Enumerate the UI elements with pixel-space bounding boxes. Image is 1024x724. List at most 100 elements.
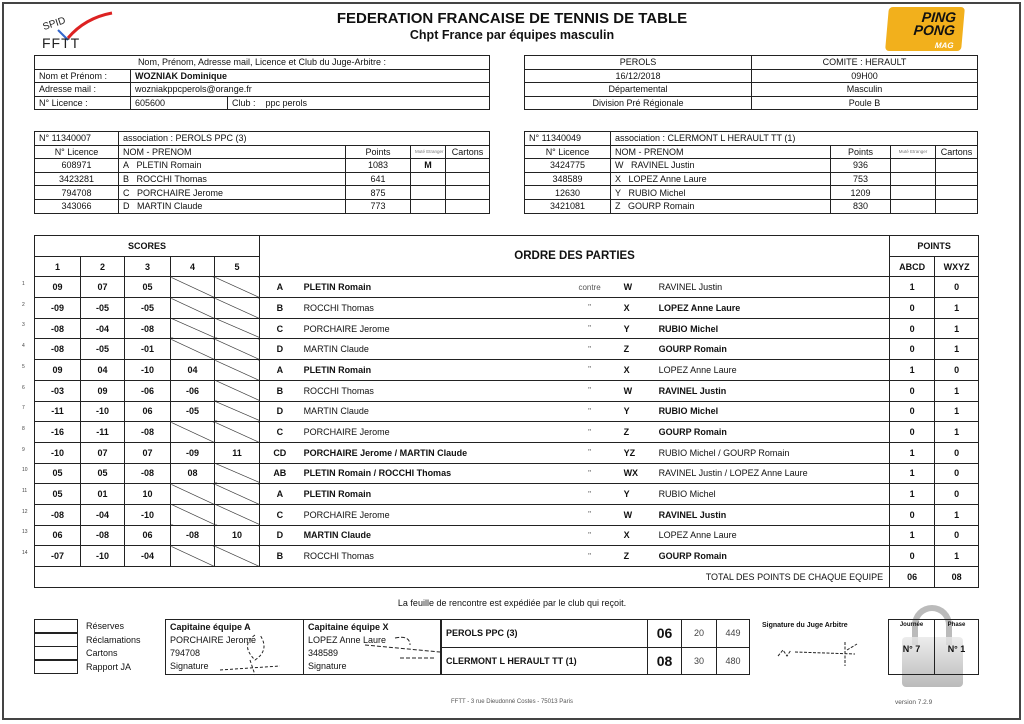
captain-x: Capitaine équipe X LOPEZ Anne Laure 348589… [303, 619, 441, 675]
player-letter: Z [615, 201, 621, 212]
game-number: 13 [22, 529, 28, 536]
set-score: 05 [80, 462, 125, 485]
result-team: PEROLS PPC (3) [441, 619, 648, 648]
remark-checkbox[interactable] [34, 632, 78, 647]
game-row: -16 -11 -08 C PORCHAIRE Jerome " Z GOURP Romain… [34, 421, 980, 443]
player-letter: D [123, 201, 130, 212]
set-score: -16 [34, 421, 81, 443]
points-x: 0 [934, 462, 980, 485]
player-cartons [935, 185, 978, 200]
team-number: N° 11340007 [34, 131, 119, 146]
player-name-text: LOPEZ Anne Laure [628, 174, 707, 185]
mute-label: Muté Etranger [898, 149, 928, 155]
set-score: -08 [80, 524, 125, 547]
player-mute [410, 198, 446, 214]
game-number: 4 [22, 343, 25, 350]
captain-x-signature: Signature [308, 661, 347, 671]
remark-checkbox[interactable] [34, 619, 78, 633]
points-x: 1 [934, 400, 980, 423]
version: version 7.2.9 [895, 699, 933, 706]
captain-a-signature: Signature [170, 661, 209, 671]
set-score: 10 [213, 524, 261, 547]
set-score [170, 545, 215, 567]
result-games: 30 [681, 646, 717, 675]
player-a-letter: B [259, 297, 300, 319]
points-x: 1 [934, 421, 980, 443]
result-row: CLERMONT L HERAULT TT (1) 08 30 480 [441, 646, 750, 675]
abcd-header: ABCD [889, 255, 936, 278]
set-score [213, 400, 261, 423]
player-a-letter: D [259, 524, 300, 547]
player-name-text: MARTIN Claude [137, 201, 203, 212]
player-a-letter: B [259, 379, 300, 402]
player-points: 773 [345, 198, 411, 214]
points-a: 1 [889, 359, 936, 381]
player-x-letter: Y [619, 317, 655, 340]
set-score [213, 338, 261, 361]
player-row: 348589 X LOPEZ Anne Laure 753 [524, 171, 978, 187]
svg-text:FFTT: FFTT [42, 35, 80, 50]
set-score: 04 [170, 359, 215, 381]
player-x-name: RUBIO Michel / GOURP Romain [654, 441, 891, 464]
points-x: 0 [934, 359, 980, 381]
game-row: 05 01 10 A PLETIN Romain " Y RUBIO Michel 1 0 [34, 483, 980, 505]
player-licence: 12630 [524, 185, 611, 200]
set-score [170, 338, 215, 361]
remark-checkbox[interactable] [34, 659, 78, 674]
player-x-letter: X [619, 297, 655, 319]
points-a: 0 [889, 503, 936, 526]
player-name: C PORCHAIRE Jerome [118, 185, 346, 200]
name-header: NOM - PRENOM [610, 144, 831, 160]
scores-table: SCORES ORDRE DES PARTIES POINTS 1 2 3 4 5 ABCD W… [33, 234, 980, 588]
phase-value: N° 1 [947, 644, 966, 654]
player-a-name: PLETIN Romain / ROCCHI Thomas [299, 462, 560, 485]
set-score: 06 [34, 524, 81, 547]
player-name-text: RAVINEL Justin [631, 160, 695, 171]
player-cartons [935, 158, 978, 173]
remark-label: Réserves [86, 621, 125, 631]
player-x-name: GOURP Romain [654, 338, 891, 361]
game-row: -08 -04 -10 C PORCHAIRE Jerome " W RAVINEL Just… [34, 503, 980, 526]
player-x-name: RAVINEL Justin [654, 379, 891, 402]
result-team: CLERMONT L HERAULT TT (1) [441, 646, 648, 675]
player-name: B ROCCHI Thomas [118, 171, 346, 187]
set-score [213, 359, 261, 381]
label: Club : [232, 98, 256, 109]
set-score: -07 [34, 545, 81, 567]
player-x-name: LOPEZ Anne Laure [654, 297, 891, 319]
set-score: -08 [170, 524, 215, 547]
versus: " [559, 462, 620, 485]
order-label: ORDRE DES PARTIES [259, 234, 891, 278]
set-score: 06 [124, 524, 171, 547]
points-a: 0 [889, 421, 936, 443]
set-score: -10 [80, 400, 125, 423]
player-a-letter: B [259, 545, 300, 567]
captain-signatures [219, 634, 440, 676]
cartons-header: Cartons [935, 144, 978, 160]
set-score: -11 [34, 400, 81, 423]
ja-signature-label: Signature du Juge Arbitre [762, 622, 848, 629]
player-a-name: PORCHAIRE Jerome [299, 503, 560, 526]
remark-label: Réclamations [86, 634, 141, 645]
game-number: 8 [22, 425, 25, 432]
points-x: 0 [934, 524, 980, 547]
player-cartons [445, 171, 490, 187]
match-info-table: PEROLS COMITE : HERAULT 16/12/2018 09H00 D… [524, 55, 978, 111]
address: FFTT - 3 rue Dieudonné Costes - 75013 Pa… [451, 699, 573, 705]
remark-label: Cartons [86, 648, 118, 659]
game-number: 9 [22, 446, 25, 453]
set-score [213, 379, 261, 402]
player-mute: M [410, 158, 446, 173]
result-table: PEROLS PPC (3) 06 20 449 CLERMONT L HERAULT … [441, 619, 750, 675]
page-subtitle: Chpt France par équipes masculin [409, 28, 615, 42]
player-x-letter: W [619, 379, 655, 402]
set-score: -09 [34, 297, 81, 319]
mute-header: Muté Etranger [410, 144, 446, 160]
set-header-5: 5 [213, 255, 261, 278]
game-number: 14 [22, 550, 28, 557]
player-x-name: LOPEZ Anne Laure [654, 359, 891, 381]
remark-checkbox[interactable] [34, 646, 78, 660]
player-x-name: RUBIO Michel [654, 317, 891, 340]
set-score: -08 [34, 317, 81, 340]
